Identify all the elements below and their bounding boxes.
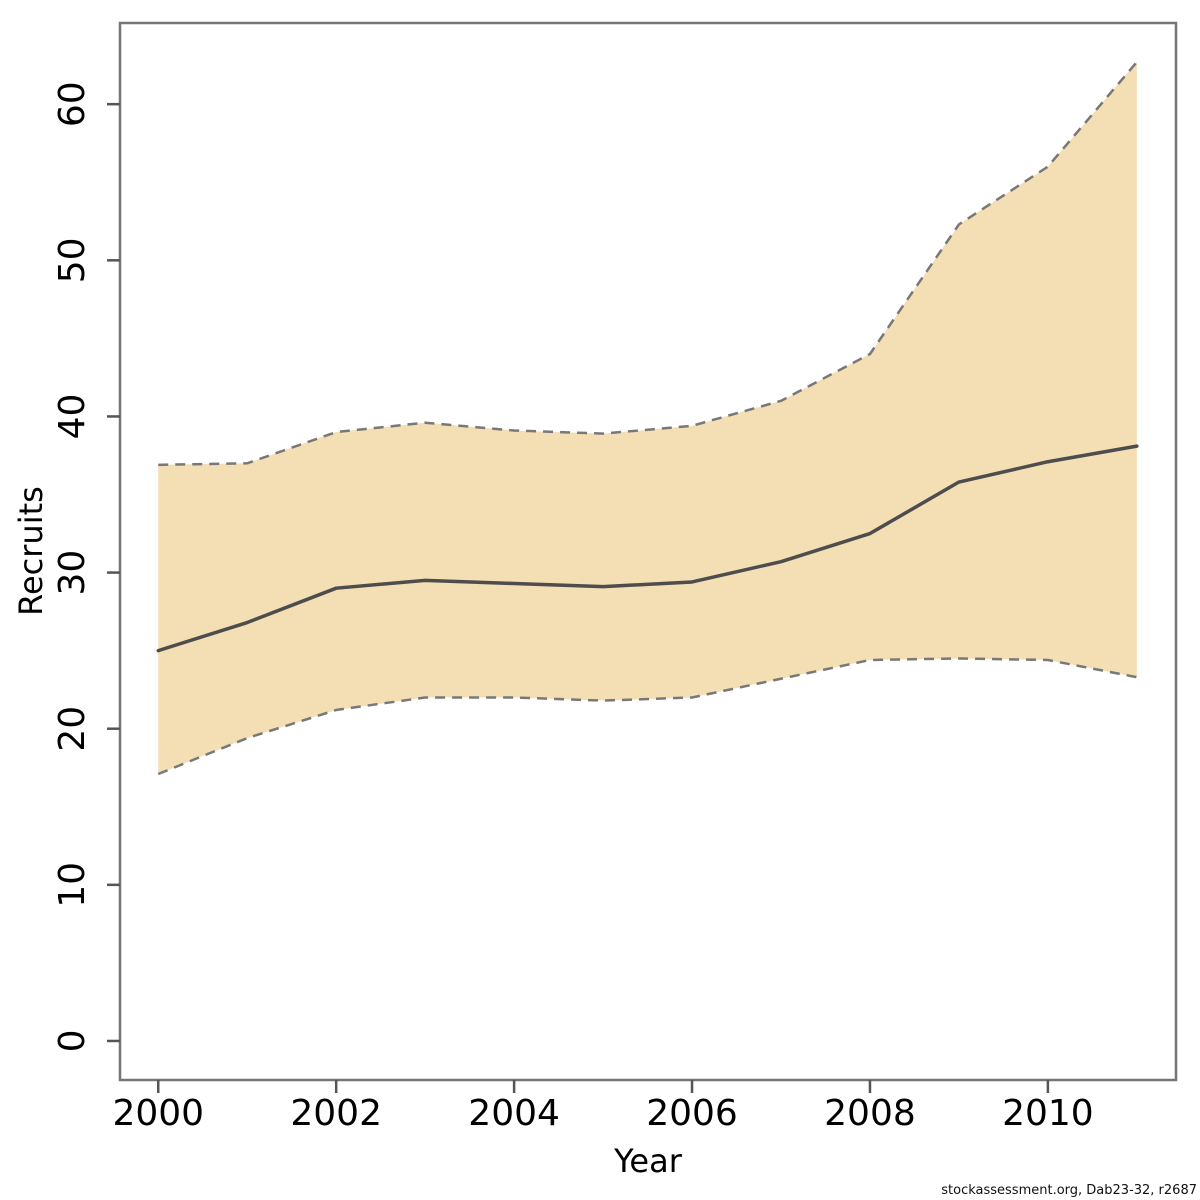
y-tick-label: 60 [52,81,93,127]
upper-ci-line [158,61,1138,467]
y-tick-label: 20 [52,706,93,752]
y-tick-label: 10 [52,862,93,908]
confidence-band-group [158,62,1137,774]
tick-labels-group: 2000 2002 2004 2006 2008 2010 0 10 20 30 40 50 60 [52,81,1094,1134]
credit-text: stockassessment.org, Dab23-32, r2687 [941,1183,1197,1198]
y-tick-label: 40 [52,394,93,440]
plot-box [118,21,1178,1082]
x-tick-label: 2008 [824,1093,916,1134]
x-axis-title: Year [613,1142,683,1180]
confidence-band [158,62,1137,774]
series-lines-group [156,61,1139,776]
x-tick-label: 2010 [1002,1093,1094,1134]
y-tick-label: 30 [52,550,93,596]
y-tick-label: 0 [52,1030,93,1053]
x-tick-label: 2006 [646,1093,738,1134]
x-tick-label: 2004 [468,1093,560,1134]
x-tick-label: 2000 [112,1093,204,1134]
y-tick-label: 50 [52,237,93,283]
axes-group [107,21,1178,1093]
lower-ci-line [157,657,1138,776]
median-line [156,444,1139,653]
x-tick-label: 2002 [290,1093,382,1134]
y-axis-title: Recruits [12,486,50,616]
